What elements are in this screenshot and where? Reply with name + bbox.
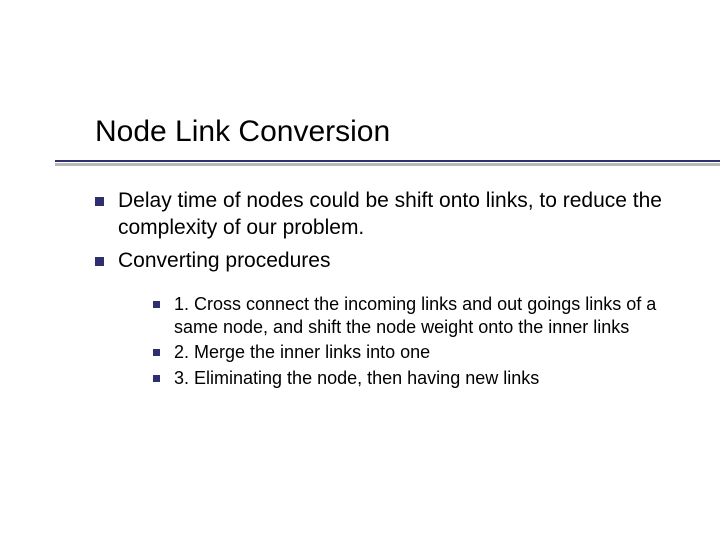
list-item: 1. Cross connect the incoming links and … <box>153 293 665 340</box>
slide-title: Node Link Conversion <box>95 115 680 149</box>
square-bullet-icon <box>95 257 104 266</box>
square-bullet-icon <box>153 375 160 382</box>
sub-list: 1. Cross connect the incoming links and … <box>153 293 665 391</box>
square-bullet-icon <box>95 197 104 206</box>
slide: Node Link Conversion Delay time of nodes… <box>0 0 720 540</box>
square-bullet-icon <box>153 301 160 308</box>
list-item: Converting procedures <box>95 248 665 275</box>
list-item-text: Converting procedures <box>118 248 330 275</box>
list-item: Delay time of nodes could be shift onto … <box>95 188 665 242</box>
list-item-text: 2. Merge the inner links into one <box>174 341 430 364</box>
list-item-text: 1. Cross connect the incoming links and … <box>174 293 665 340</box>
title-block: Node Link Conversion <box>95 115 680 149</box>
title-underline-shadow <box>55 163 720 166</box>
body: Delay time of nodes could be shift onto … <box>95 188 665 392</box>
list-item-text: Delay time of nodes could be shift onto … <box>118 188 665 242</box>
list-item-text: 3. Eliminating the node, then having new… <box>174 367 539 390</box>
title-underline <box>55 160 720 162</box>
list-item: 2. Merge the inner links into one <box>153 341 665 364</box>
square-bullet-icon <box>153 349 160 356</box>
list-item: 3. Eliminating the node, then having new… <box>153 367 665 390</box>
